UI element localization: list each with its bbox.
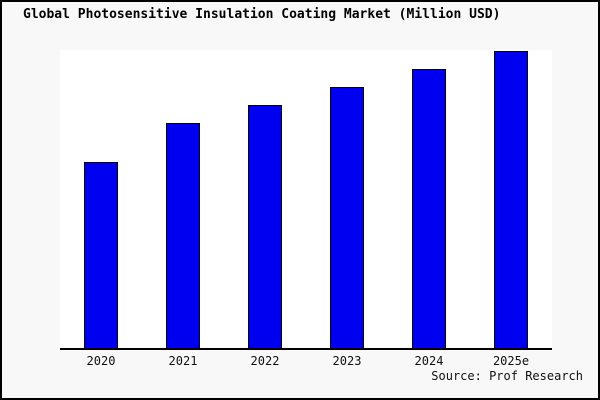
bar-series [60, 50, 552, 350]
x-axis-tick-labels: 2020 2021 2022 2023 2024 2025e [60, 354, 552, 368]
bar-2023 [330, 87, 364, 350]
x-tick-label-2020: 2020 [86, 354, 116, 368]
bar-2020 [84, 162, 118, 350]
x-tick-label-2022: 2022 [250, 354, 280, 368]
x-axis-line [60, 348, 552, 350]
x-tick-label-2025e: 2025e [492, 354, 530, 368]
bar-2022 [248, 105, 282, 350]
x-tick-label-2021: 2021 [168, 354, 198, 368]
x-tick-label-2024: 2024 [414, 354, 444, 368]
source-credit: Source: Prof Research [431, 369, 583, 383]
bar-2021 [166, 123, 200, 350]
bar-2025e [494, 51, 528, 350]
chart-title: Global Photosensitive Insulation Coating… [23, 7, 501, 22]
plot-area [60, 50, 552, 350]
bar-2024 [412, 69, 446, 350]
x-tick-label-2023: 2023 [332, 354, 362, 368]
